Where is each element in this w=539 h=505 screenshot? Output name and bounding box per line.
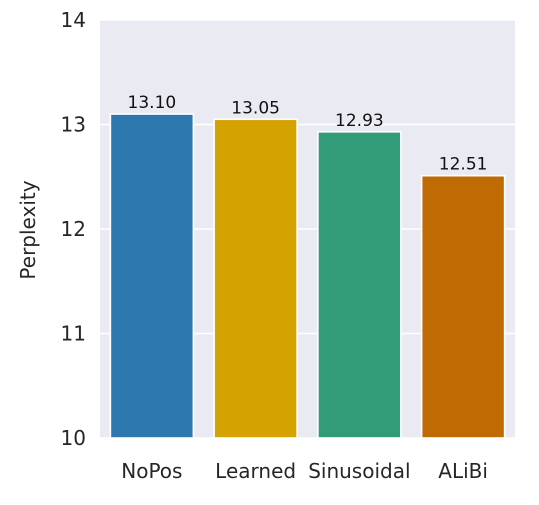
bar-alibi — [420, 174, 506, 439]
x-tick-label-learned: Learned — [215, 459, 296, 483]
value-labels: 13.10 13.05 12.93 12.51 — [128, 93, 488, 175]
y-tick-label-14: 14 — [61, 8, 86, 32]
data-label-nopos: 13.10 — [128, 93, 177, 113]
y-axis-label: Perplexity — [16, 180, 40, 279]
y-tick-label-12: 12 — [61, 217, 86, 241]
bar-learned — [213, 118, 298, 439]
bar-sinusoidal — [317, 131, 402, 439]
y-axis-ticks: 10 11 12 13 14 — [61, 8, 86, 450]
y-tick-label-11: 11 — [61, 322, 86, 346]
data-label-learned: 13.05 — [231, 98, 280, 118]
data-label-alibi: 12.51 — [439, 155, 488, 175]
bar-nopos — [109, 113, 195, 439]
x-tick-label-sinusoidal: Sinusoidal — [308, 459, 410, 483]
bars — [109, 113, 506, 439]
y-tick-label-10: 10 — [61, 426, 86, 450]
x-axis-ticks: NoPos Learned Sinusoidal ALiBi — [121, 459, 488, 483]
x-tick-label-nopos: NoPos — [121, 459, 182, 483]
y-tick-label-13: 13 — [61, 113, 86, 137]
data-label-sinusoidal: 12.93 — [335, 111, 384, 131]
x-tick-label-alibi: ALiBi — [438, 459, 488, 483]
